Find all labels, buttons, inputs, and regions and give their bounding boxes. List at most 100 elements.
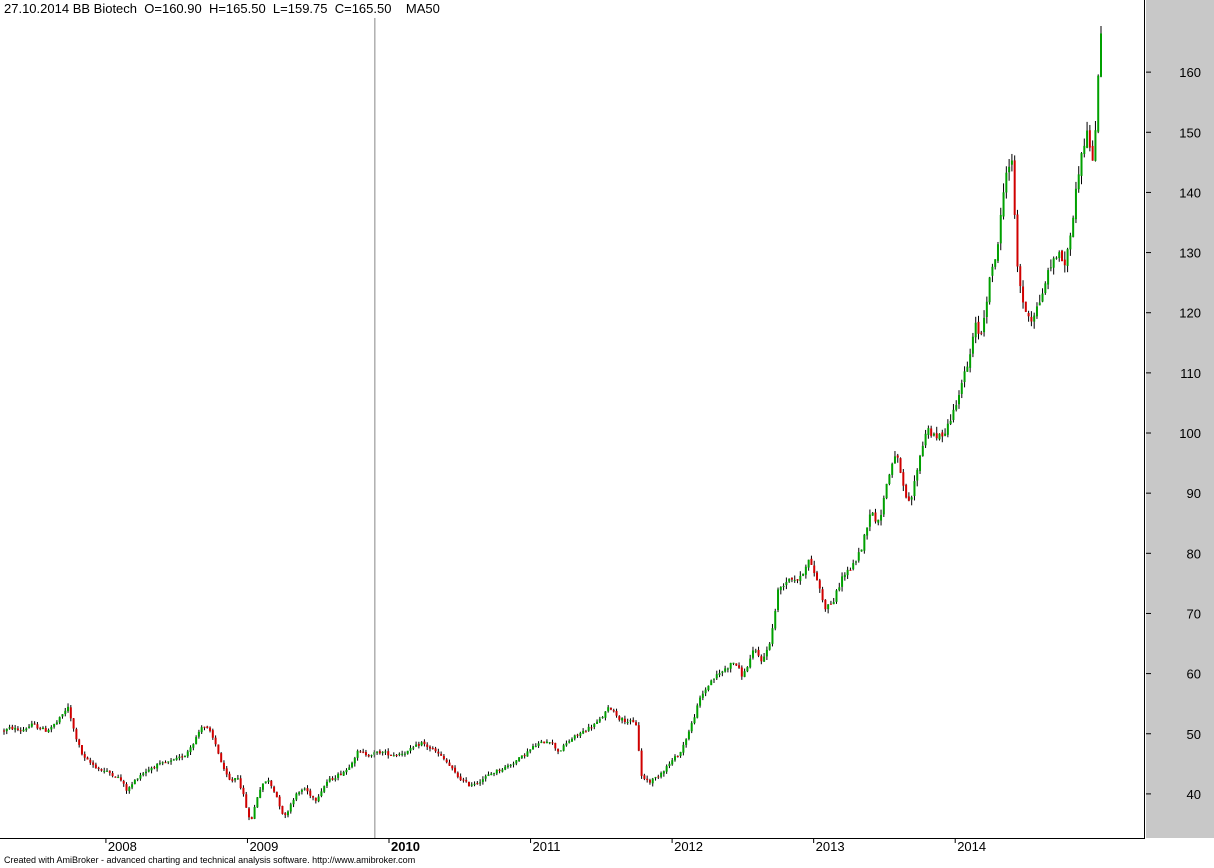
candle-body — [1047, 270, 1050, 285]
candle-body — [209, 727, 212, 731]
candle-body — [685, 739, 688, 745]
candle-body — [495, 769, 498, 774]
candle-body — [306, 788, 309, 792]
candle-body — [796, 579, 799, 581]
candle-body — [827, 604, 830, 610]
candle-body — [39, 728, 42, 730]
candle-body — [1049, 267, 1052, 269]
candle-body — [239, 778, 242, 789]
candle-body — [579, 732, 582, 736]
candle-body — [671, 760, 674, 765]
candle-body — [743, 671, 746, 677]
candle-body — [72, 718, 75, 729]
candle-body — [763, 656, 766, 662]
candle-body — [871, 512, 874, 516]
candle-body — [501, 769, 504, 772]
candle-body — [328, 778, 331, 782]
candle-body — [183, 755, 186, 758]
candle-body — [1013, 160, 1016, 215]
candle-body — [440, 753, 443, 756]
candle-body — [790, 577, 793, 580]
candle-body — [1055, 257, 1058, 259]
candle-body — [192, 744, 195, 748]
candle-body — [86, 757, 89, 760]
candle-body — [395, 754, 398, 756]
candle-body — [323, 786, 326, 792]
candle-body — [303, 788, 306, 790]
candle-body — [1080, 153, 1083, 176]
candle-body — [888, 474, 891, 484]
candle-body — [19, 730, 22, 732]
candle-body — [1083, 145, 1086, 154]
candle-body — [1052, 258, 1055, 268]
candle-body — [22, 729, 25, 732]
candle-body — [1024, 301, 1027, 312]
candle-body — [701, 693, 704, 698]
candle-body — [924, 433, 927, 446]
candle-body — [699, 697, 702, 706]
x-tick-label: 2013 — [816, 839, 845, 854]
candle-body — [128, 787, 131, 792]
candle-body — [693, 717, 696, 724]
candle-body — [97, 767, 100, 769]
candle-body — [94, 764, 97, 769]
candle-body — [298, 792, 301, 795]
candle-body — [473, 783, 476, 785]
candle-body — [674, 756, 677, 761]
candle-body — [615, 710, 618, 716]
y-tick-label: 120 — [1179, 306, 1201, 321]
candle-body — [75, 729, 78, 740]
candle-body — [170, 760, 173, 762]
candle-body — [234, 778, 237, 781]
candle-body — [907, 496, 910, 501]
candle-body — [779, 587, 782, 591]
candle-body — [726, 668, 729, 670]
x-tick-label: 2011 — [533, 839, 561, 854]
candle-body — [648, 780, 651, 783]
candle-body — [281, 805, 284, 814]
candle-body — [607, 707, 610, 712]
candle-body — [899, 458, 902, 473]
candle-body — [58, 717, 61, 723]
candle-body — [930, 428, 933, 436]
candle-body — [36, 724, 39, 729]
candle-body — [749, 658, 752, 668]
candle-body — [53, 723, 56, 727]
y-axis-panel[interactable] — [1146, 0, 1214, 838]
candle-body — [158, 762, 161, 764]
footer-credit: Created with AmiBroker - advanced charti… — [4, 855, 416, 865]
candle-body — [337, 773, 340, 778]
candle-body — [370, 755, 373, 757]
candle-body — [8, 727, 11, 729]
candle-body — [398, 753, 401, 755]
candle-body — [799, 575, 802, 582]
candle-body — [390, 754, 393, 756]
candle-body — [974, 322, 977, 338]
candle-body — [515, 760, 518, 764]
candle-body — [454, 767, 457, 773]
candle-body — [704, 689, 707, 694]
candle-body — [841, 576, 844, 587]
candle-body — [562, 745, 565, 751]
candle-body — [67, 706, 70, 712]
candle-body — [178, 756, 181, 759]
candle-body — [314, 797, 317, 801]
candle-body — [423, 741, 426, 745]
candle-body — [331, 778, 334, 780]
y-tick-label: 160 — [1179, 65, 1201, 80]
candle-body — [289, 804, 292, 812]
candle-body — [768, 643, 771, 650]
candle-body — [977, 321, 980, 334]
candle-body — [807, 559, 810, 568]
candle-body — [320, 791, 323, 796]
candle-body — [462, 779, 465, 781]
candle-body — [351, 762, 354, 768]
candle-body — [1069, 235, 1072, 250]
candle-body — [300, 789, 303, 792]
candle-body — [92, 762, 95, 765]
candle-body — [849, 569, 852, 571]
candle-body — [540, 741, 543, 744]
candle-body — [935, 433, 938, 439]
candle-body — [33, 723, 36, 725]
